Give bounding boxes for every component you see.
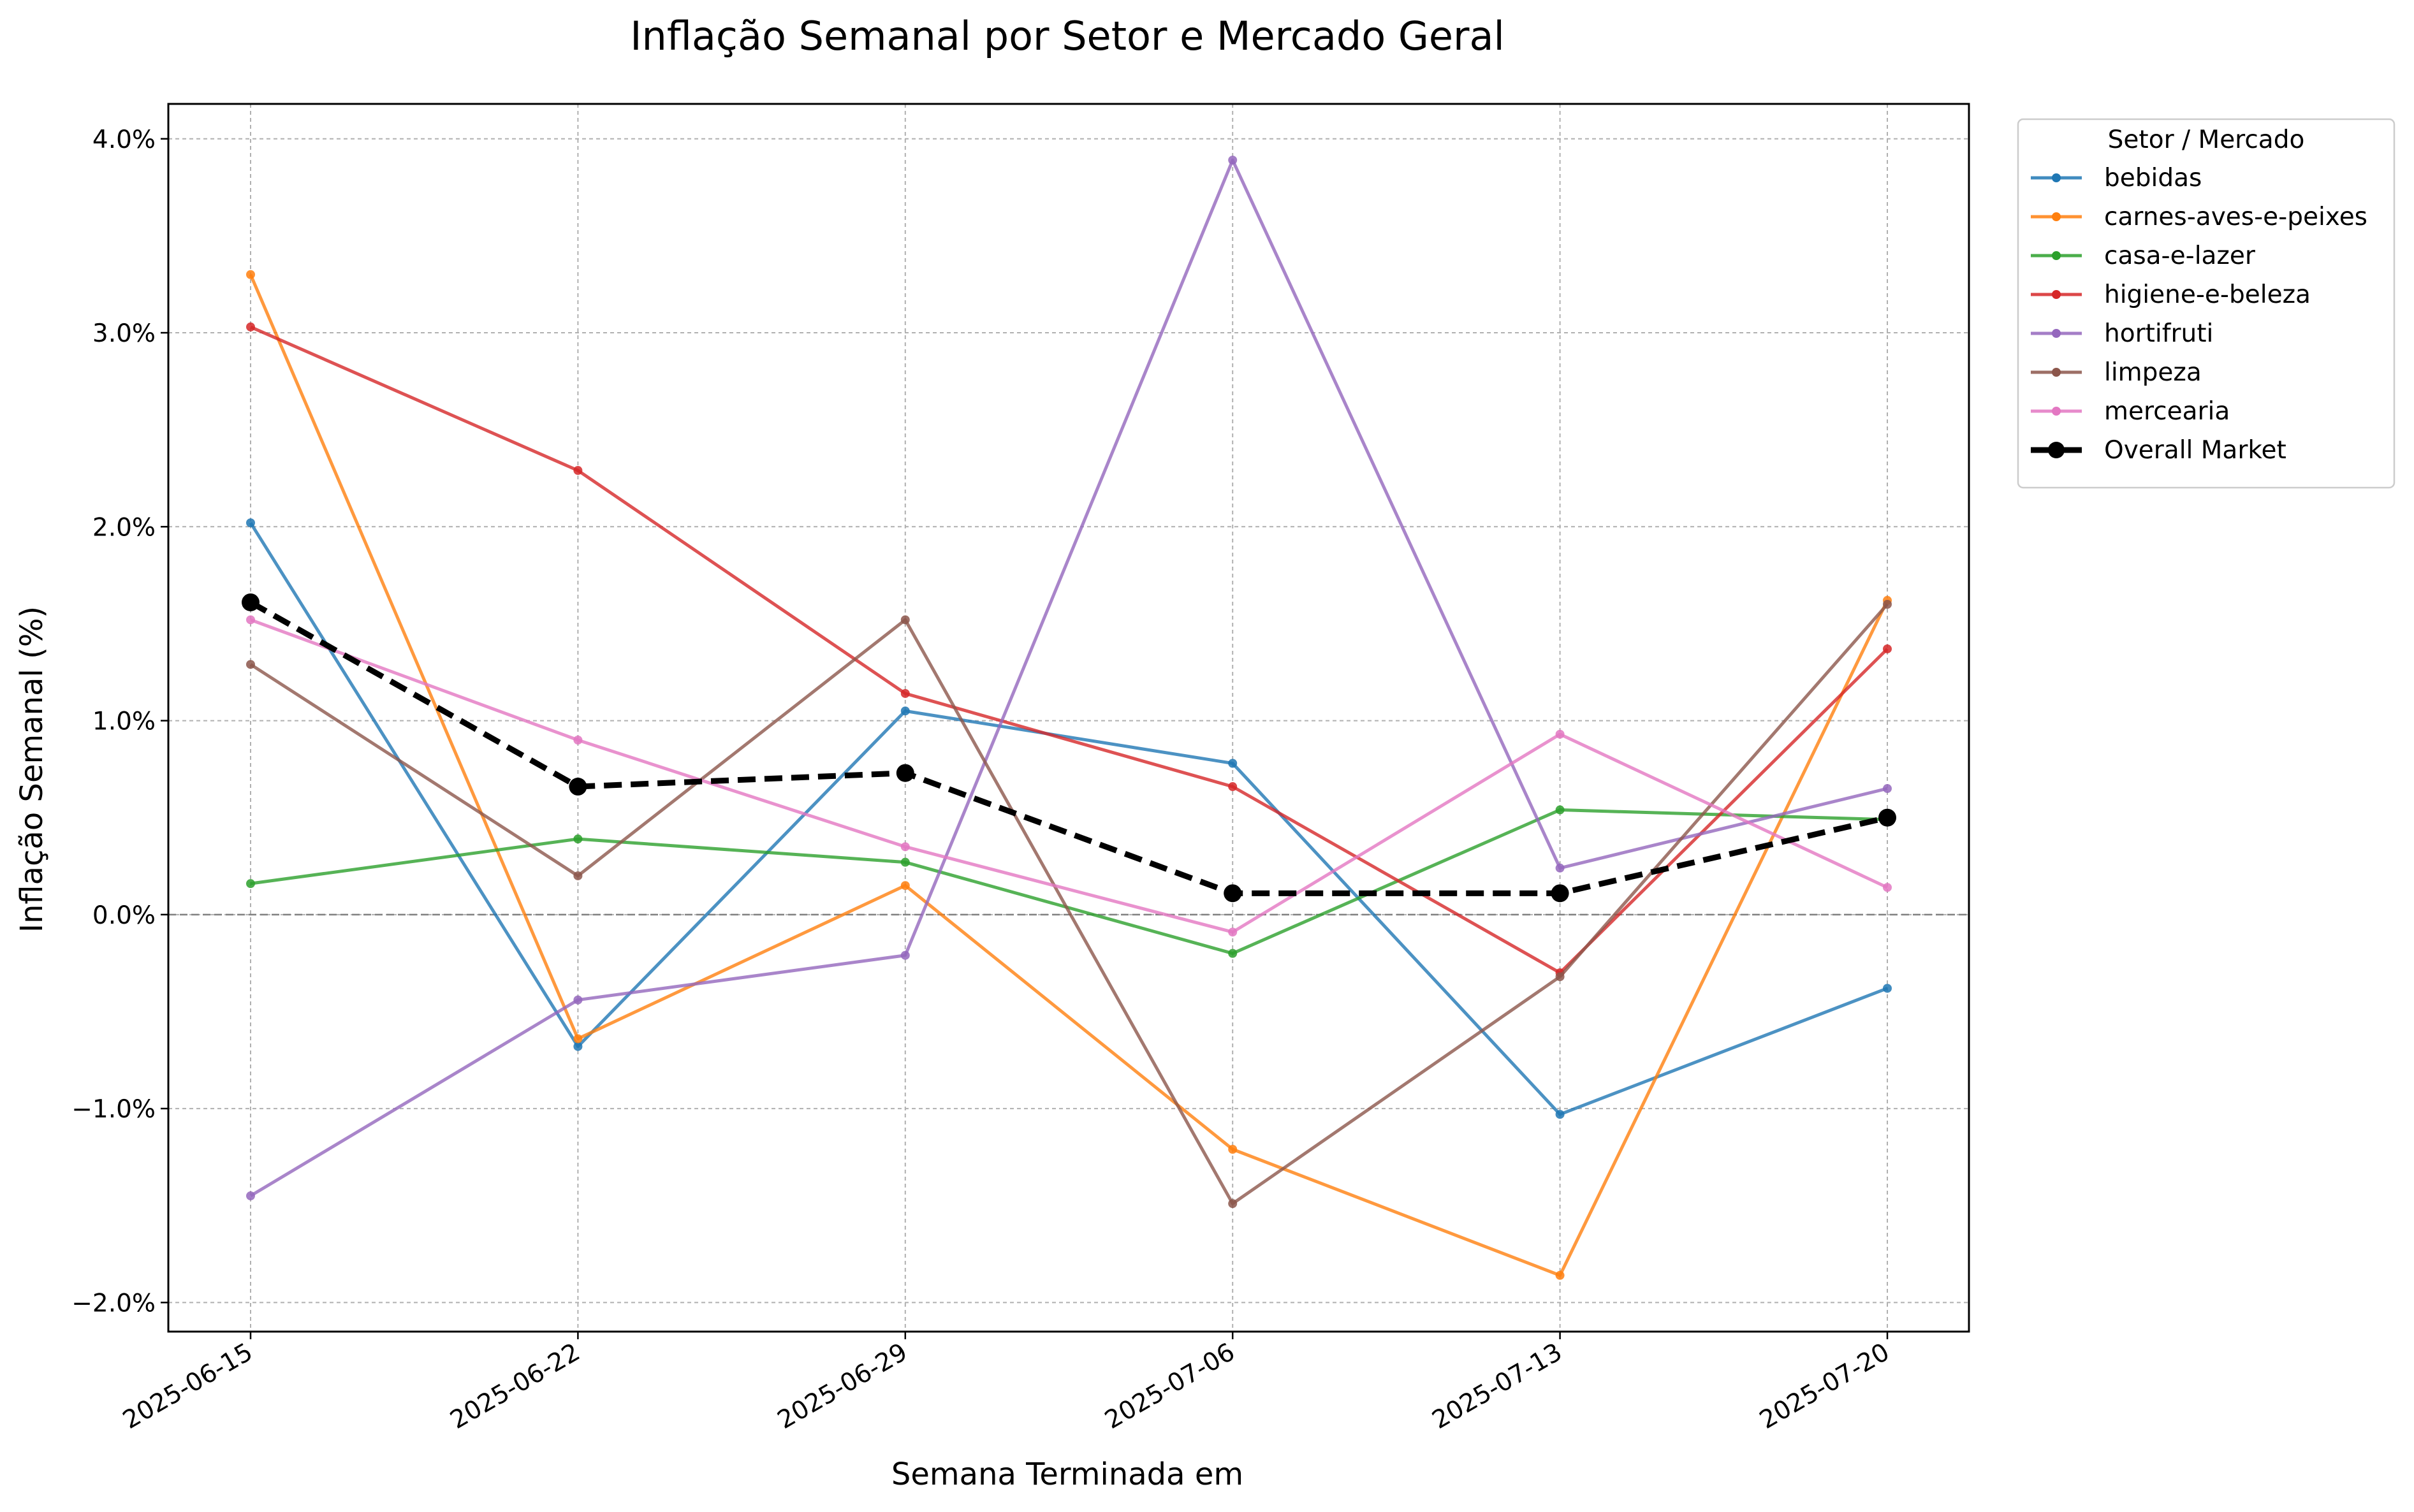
data-point [1883,600,1892,609]
data-point [1555,1110,1565,1119]
data-point [896,764,914,782]
legend-label: bebidas [2104,164,2202,193]
y-tick-label: −2.0% [71,1289,156,1318]
legend-marker [2052,251,2061,260]
legend-marker [2052,407,2061,416]
data-point [246,518,255,528]
plot-frame [167,103,1970,1333]
data-point [573,466,583,476]
y-tick-label: 4.0% [92,126,156,154]
data-point [1555,972,1565,982]
series-bebidas [246,518,1892,1119]
data-point [1224,884,1242,903]
data-point [1878,808,1896,827]
data-point [246,1191,255,1201]
x-axis-label: Semana Terminada em [891,1457,1243,1492]
y-tick-label: 2.0% [92,513,156,542]
data-point [1555,729,1565,739]
legend-marker [2052,329,2061,338]
series-limpeza [246,600,1892,1209]
data-point [246,615,255,625]
legend-marker [2052,290,2061,299]
series-line [249,521,1888,1116]
data-point [573,735,583,745]
data-point [573,995,583,1005]
y-tick-label: 3.0% [92,319,156,348]
data-point [1555,805,1565,815]
series-mercearia [246,615,1892,937]
data-point [246,879,255,889]
series-casa-e-lazer [246,805,1892,958]
series-overall-market [242,593,1896,903]
data-point [1228,1144,1238,1154]
legend: Setor / Mercado bebidas carnes-aves-e-peix… [2017,118,2396,489]
data-point [1883,644,1892,653]
series-higiene-e-beleza [246,322,1892,978]
data-point [900,615,910,625]
legend-label: mercearia [2104,397,2230,426]
data-point [1883,883,1892,892]
legend-marker [2052,212,2061,221]
data-point [573,1042,583,1051]
series-line [250,808,1888,956]
legend-label: hortifruti [2104,319,2213,348]
data-point [900,706,910,716]
y-tick-label: 0.0% [92,901,156,930]
series-line [250,618,1889,934]
data-point [1228,782,1238,792]
data-point [246,322,255,331]
legend-marker [2052,368,2061,377]
series-line [249,600,1889,896]
series-line [249,158,1888,1198]
data-point [573,834,583,844]
legend-label: higiene-e-beleza [2104,280,2311,309]
data-point [900,881,910,890]
data-point [1883,984,1892,993]
data-point [1883,784,1892,794]
legend-marker [2048,442,2065,458]
legend-label: limpeza [2104,358,2202,387]
data-point [1555,1270,1565,1280]
data-point [1555,863,1565,873]
legend-label: carnes-aves-e-peixes [2104,203,2367,231]
data-point [242,593,260,611]
data-point [900,950,910,960]
y-tick-label: 1.0% [92,708,156,736]
data-point [1551,884,1569,903]
data-point [246,660,255,669]
data-point [569,778,587,796]
data-point [900,857,910,867]
legend-marker [2052,173,2061,182]
y-tick-label: −1.0% [71,1095,156,1124]
data-point [1228,156,1238,165]
data-point [573,871,583,880]
data-point [1228,759,1238,768]
data-point [900,688,910,698]
legend-label: casa-e-lazer [2104,242,2256,270]
series-line [249,273,1889,1277]
chart-title: Inflação Semanal por Setor e Mercado Ger… [630,13,1504,59]
legend-box [2017,118,2396,489]
data-point [1228,1199,1238,1209]
y-axis-label: Inflação Semanal (%) [14,606,50,933]
legend-title: Setor / Mercado [2108,126,2305,154]
data-point [1228,949,1238,958]
series-line [249,603,1889,1205]
series-line [249,325,1889,975]
data-point [1228,927,1238,937]
series-hortifruti [246,156,1892,1201]
data-point [246,270,255,279]
data-point [900,842,910,852]
legend-label: Overall Market [2104,436,2286,465]
data-point [573,1034,583,1043]
